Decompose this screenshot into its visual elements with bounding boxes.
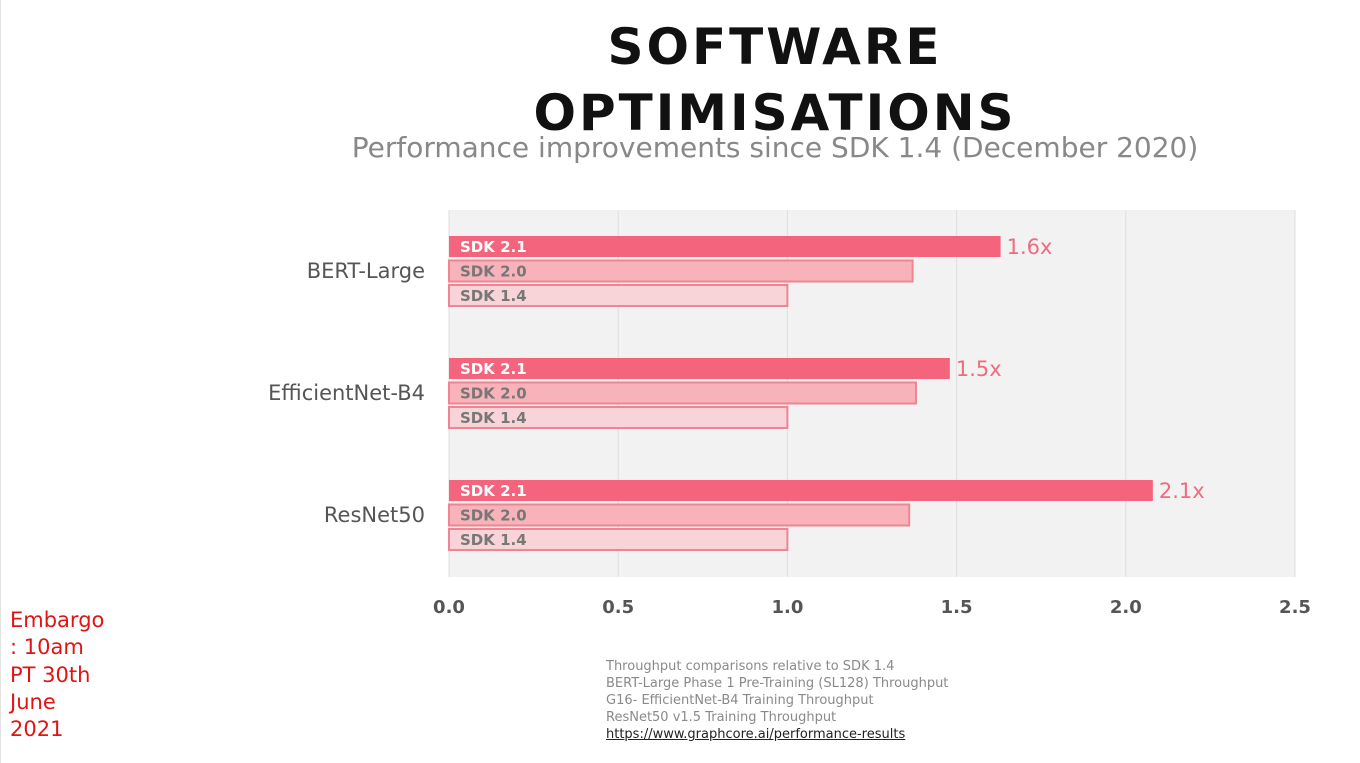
bar: [449, 236, 1001, 257]
bar: [448, 406, 789, 429]
embargo-line: 2021: [10, 717, 64, 742]
bar-series-label: SDK 1.4: [460, 287, 527, 305]
bar-series-label: SDK 2.1: [460, 238, 527, 256]
footnote-line: ResNet50 v1.5 Training Throughput: [606, 710, 837, 725]
bar-series-label: SDK 2.0: [460, 385, 527, 403]
bar: [448, 284, 789, 307]
slide-left-edge: [0, 0, 1, 763]
footnote-line: BERT-Large Phase 1 Pre-Training (SL128) …: [606, 676, 949, 691]
slide-title: SOFTWARE OPTIMISATIONS: [533, 18, 1017, 142]
x-tick-label: 1.0: [771, 597, 803, 618]
bar: [449, 480, 1153, 501]
embargo-notice: Embargo : 10am PT 30th June 2021: [10, 607, 120, 743]
x-tick-label: 0.0: [433, 597, 465, 618]
bar-series-label: SDK 2.1: [460, 360, 527, 378]
embargo-line: June: [10, 689, 56, 714]
bar: [448, 259, 914, 283]
embargo-line: PT 30th: [10, 662, 91, 687]
bar-series-label: SDK 1.4: [460, 409, 527, 427]
x-tick-label: 1.5: [941, 597, 973, 618]
footnotes: Throughput comparisons relative to SDK 1…: [606, 658, 1026, 743]
chart-title: Performance improvements since SDK 1.4 (…: [351, 131, 1199, 164]
x-tick-label: 0.5: [602, 597, 634, 618]
bar: [448, 381, 917, 405]
bar-series-label: SDK 2.0: [460, 263, 527, 281]
data-label: 1.5x: [956, 357, 1002, 381]
bar-series-label: SDK 2.0: [460, 507, 527, 525]
footnote-line: Throughput comparisons relative to SDK 1…: [606, 659, 895, 674]
category-label: BERT-Large: [307, 259, 425, 283]
data-label: 1.6x: [1007, 235, 1053, 259]
x-tick-label: 2.0: [1110, 597, 1142, 618]
footnote-line: G16- EfficientNet-B4 Training Throughput: [606, 693, 874, 708]
data-label: 2.1x: [1159, 479, 1205, 503]
embargo-line: : 10am: [10, 635, 84, 660]
bar: [448, 503, 911, 527]
embargo-line: Embargo: [10, 608, 105, 632]
bar: [449, 358, 950, 379]
performance-results-link[interactable]: https://www.graphcore.ai/performance-res…: [606, 727, 906, 742]
category-label: ResNet50: [324, 503, 425, 527]
x-tick-label: 2.5: [1279, 597, 1311, 618]
bar-series-label: SDK 1.4: [460, 531, 527, 549]
category-label: EfficientNet-B4: [268, 381, 425, 405]
bar-series-label: SDK 2.1: [460, 482, 527, 500]
bar: [448, 528, 789, 551]
